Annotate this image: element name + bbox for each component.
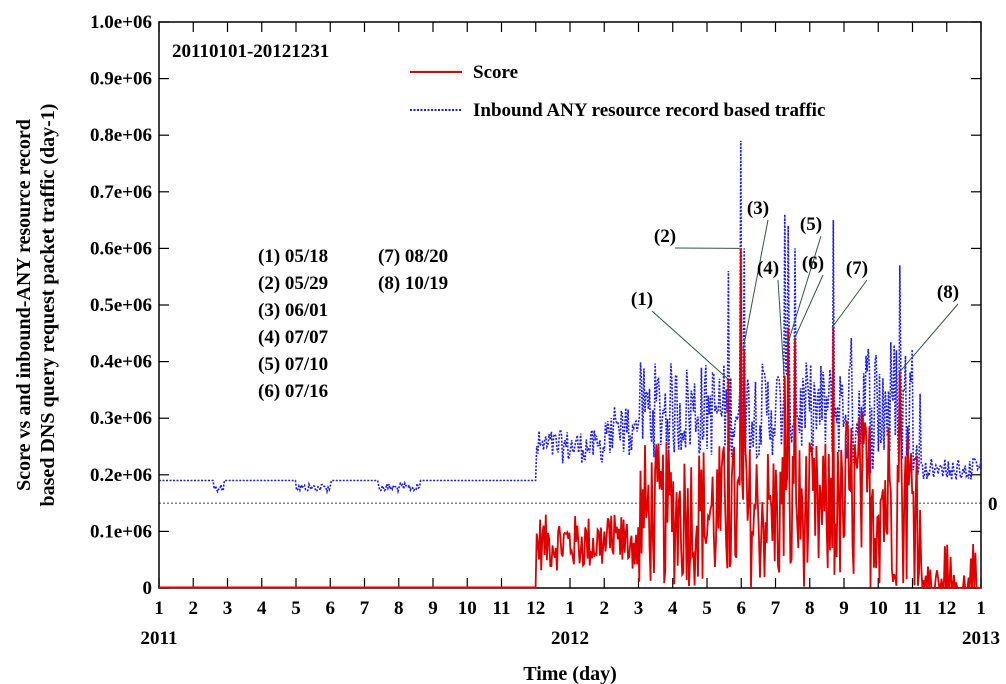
x-tick-label: 12: [937, 598, 956, 619]
x-tick-label: 8: [394, 598, 404, 619]
event-list-item: (3) 06/01: [258, 300, 328, 321]
event-arrow: [651, 310, 728, 379]
event-label: (8): [937, 282, 959, 303]
y-tick-label: 0.4e+06: [90, 352, 152, 373]
x-axis-label: Time (day): [523, 663, 617, 684]
x-tick-label: 8: [805, 598, 815, 619]
x-tick-label: 9: [428, 598, 438, 619]
event-label: (6): [802, 253, 824, 274]
x-tick-label: 1: [976, 598, 986, 619]
x-tick-label: 10: [458, 598, 477, 619]
date-range-label: 20110101-20121231: [172, 41, 329, 62]
y-axis-label-line2: based DNS query request packet traffic (…: [37, 104, 59, 507]
y-axis-ticks: 0 0.1e+06 0.2e+06 0.3e+06 0.4e+06 0.5e+06 0.6e…: [90, 12, 981, 599]
x-tick-label: 9: [839, 598, 849, 619]
event-list-item: (2) 05/29: [258, 273, 328, 294]
event-arrow: [831, 279, 868, 328]
x-tick-label: 11: [904, 598, 922, 619]
event-arrow: [742, 219, 769, 351]
x-tick-label: 2: [189, 598, 199, 619]
y-tick-label: 0.9e+06: [90, 69, 152, 90]
legend: Score Inbound ANY resource record based …: [410, 62, 825, 121]
x-tick-label: 2: [600, 598, 610, 619]
series-line-traffic: [159, 140, 982, 495]
y-tick-label: 1.0e+06: [90, 12, 152, 33]
event-label: (3): [747, 198, 769, 219]
event-annotations: (1) (2) (3) (4) (5) (6) (7) (8): [631, 198, 959, 379]
x-tick-label: 1: [154, 598, 164, 619]
y-tick-label: 0.6e+06: [90, 238, 152, 259]
x-tick-label: 4: [668, 598, 678, 619]
y-tick-label: 0.8e+06: [90, 125, 152, 146]
event-label: (5): [800, 214, 822, 235]
x-tick-label: 5: [291, 598, 301, 619]
x-year-label: 2013: [962, 628, 1000, 649]
x-tick-label: 3: [634, 598, 644, 619]
x-year-label: 2012: [551, 628, 589, 649]
event-list-item: (8) 10/19: [378, 273, 448, 294]
x-tick-label: 3: [223, 598, 233, 619]
event-label: (2): [654, 226, 676, 247]
x-tick-label: 6: [737, 598, 747, 619]
right-axis-zero-label: 0: [988, 494, 998, 515]
event-arrow: [793, 274, 824, 340]
x-tick-label: 4: [257, 598, 267, 619]
x-tick-label: 7: [771, 598, 781, 619]
event-label: (4): [757, 258, 779, 279]
x-tick-label: 1: [565, 598, 575, 619]
legend-label-score: Score: [473, 62, 518, 83]
event-arrow: [777, 279, 785, 376]
series-line-score: [159, 248, 981, 589]
x-tick-label: 11: [493, 598, 511, 619]
y-tick-label: 0.7e+06: [90, 182, 152, 203]
x-tick-label: 10: [869, 598, 888, 619]
event-label: (7): [846, 258, 868, 279]
event-arrow: [787, 235, 822, 345]
y-tick-label: 0.5e+06: [90, 295, 152, 316]
y-axis-label-line1: Score vs and inbound-ANY resource record: [13, 119, 35, 491]
x-tick-label: 7: [360, 598, 370, 619]
x-tick-label: 12: [526, 598, 545, 619]
y-tick-label: 0: [143, 578, 153, 599]
event-list-item: (6) 07/16: [258, 381, 328, 402]
y-tick-label: 0.3e+06: [90, 408, 152, 429]
x-tick-label: 6: [326, 598, 336, 619]
event-date-list: (1) 05/18 (7) 08/20 (2) 05/29 (8) 10/19 …: [258, 246, 448, 402]
x-tick-label: 5: [702, 598, 712, 619]
event-list-item: (7) 08/20: [378, 246, 448, 267]
x-year-label: 2011: [141, 628, 178, 649]
y-tick-label: 0.2e+06: [90, 465, 152, 486]
event-label: (1): [631, 289, 653, 310]
event-list-item: (5) 07/10: [258, 354, 328, 375]
event-list-item: (4) 07/07: [258, 327, 329, 348]
event-arrow: [898, 303, 959, 374]
legend-label-traffic: Inbound ANY resource record based traffi…: [473, 100, 825, 121]
event-list-item: (1) 05/18: [258, 246, 328, 267]
y-tick-label: 0.1e+06: [90, 521, 152, 542]
